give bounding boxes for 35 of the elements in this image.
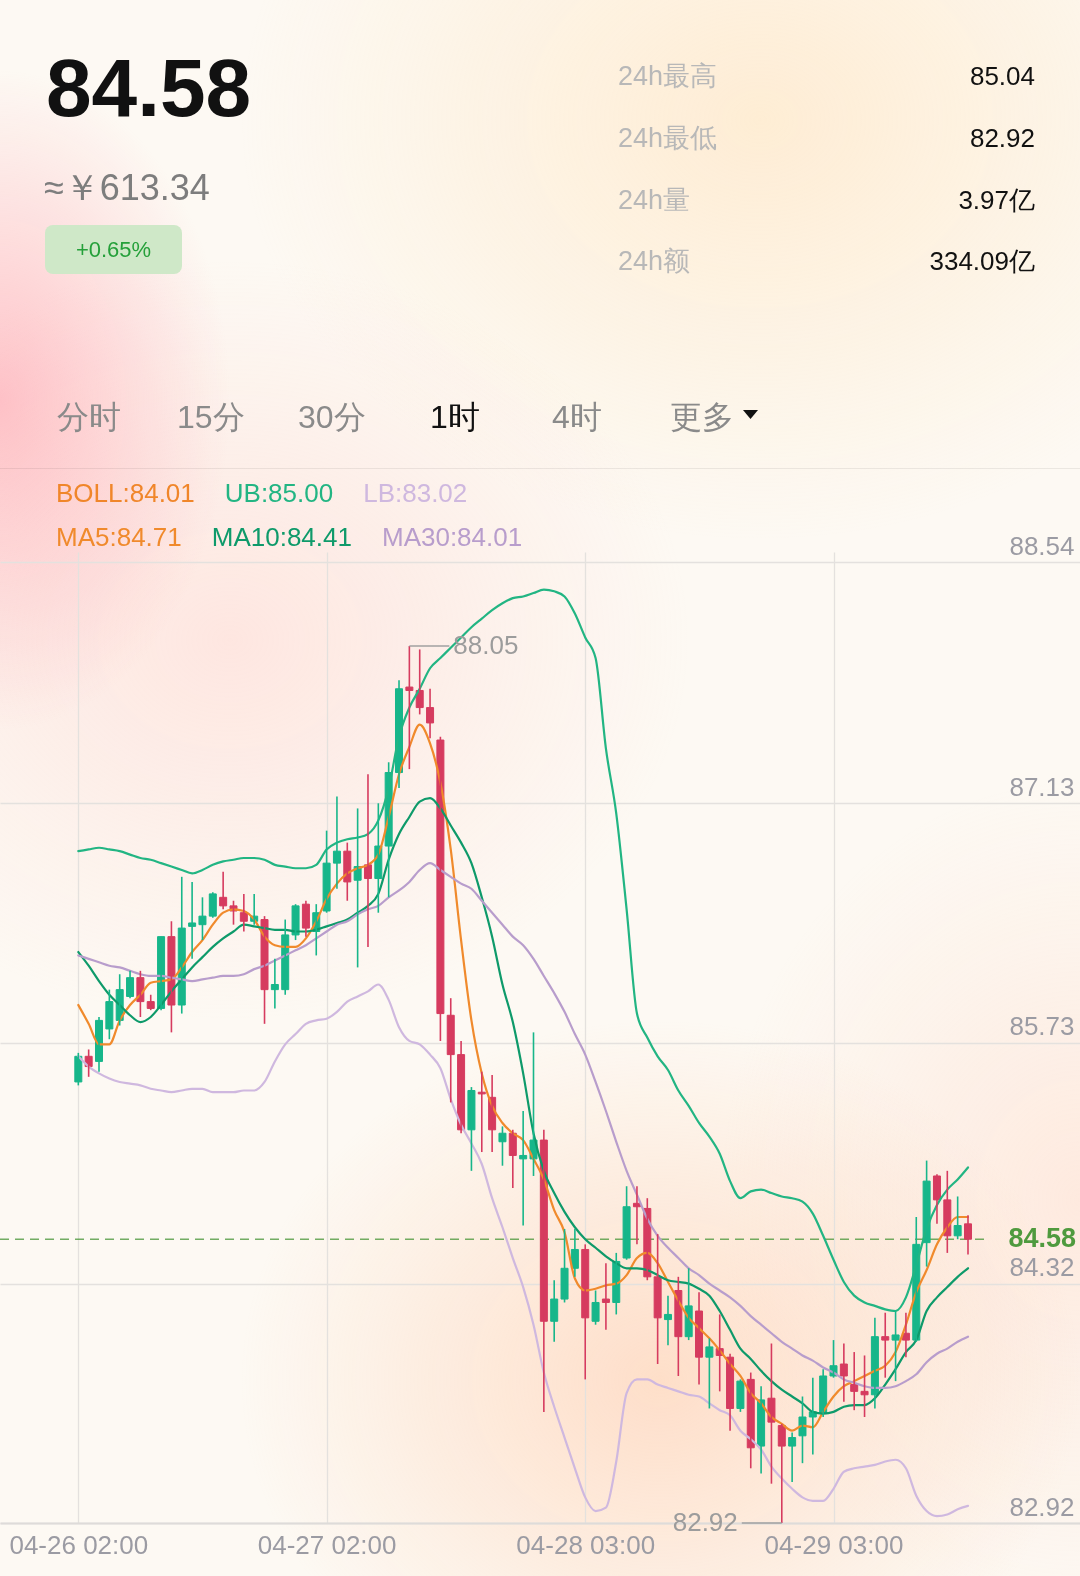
text: 85.04 (969, 61, 1035, 91)
x-tick-label: 04-27 02:00 (257, 1529, 397, 1560)
text: UB:85.00 (224, 478, 334, 508)
y-tick-label: 85.73 (1009, 1011, 1075, 1042)
y-tick-label: 84.32 (1009, 1252, 1075, 1283)
text: 更多 (670, 399, 734, 435)
x-tick-label: 04-29 03:00 (764, 1529, 904, 1560)
text: +0.65% (45, 225, 182, 274)
text: MA30:84.01 (381, 522, 523, 552)
text: MA5:84.71 (56, 522, 182, 552)
chart-title: 84.58 (46, 42, 252, 133)
text: 15分 (177, 399, 245, 435)
x-tick-label: 04-28 03:00 (516, 1529, 656, 1560)
y-tick-label: 88.54 (1009, 530, 1075, 561)
text: 24h最高 (618, 61, 718, 91)
text: 3.97亿 (958, 185, 1035, 215)
text: 1时 (430, 399, 480, 435)
text: 30分 (298, 399, 366, 435)
text: BOLL:84.01 (56, 478, 195, 508)
text: 24h额 (618, 246, 691, 276)
text: LB:83.02 (363, 478, 468, 508)
chart-subtitle: ≈￥613.34 (44, 167, 210, 208)
ref-line-label: 84.58 (1008, 1223, 1076, 1254)
text: 82.92 (969, 123, 1035, 153)
text: MA10:84.41 (211, 522, 352, 552)
text: 334.09亿 (929, 246, 1035, 276)
y-tick-label: 87.13 (1009, 771, 1075, 802)
x-tick-label: 04-26 02:00 (9, 1529, 149, 1560)
y-tick-label: 82.92 (1009, 1491, 1075, 1522)
text: 分时 (57, 399, 121, 435)
text: 24h最低 (618, 123, 718, 153)
text: 24h量 (618, 185, 691, 215)
annotation: 82.92 (672, 1507, 738, 1537)
annotation: 88.05 (453, 630, 519, 661)
text: 4时 (552, 399, 602, 435)
